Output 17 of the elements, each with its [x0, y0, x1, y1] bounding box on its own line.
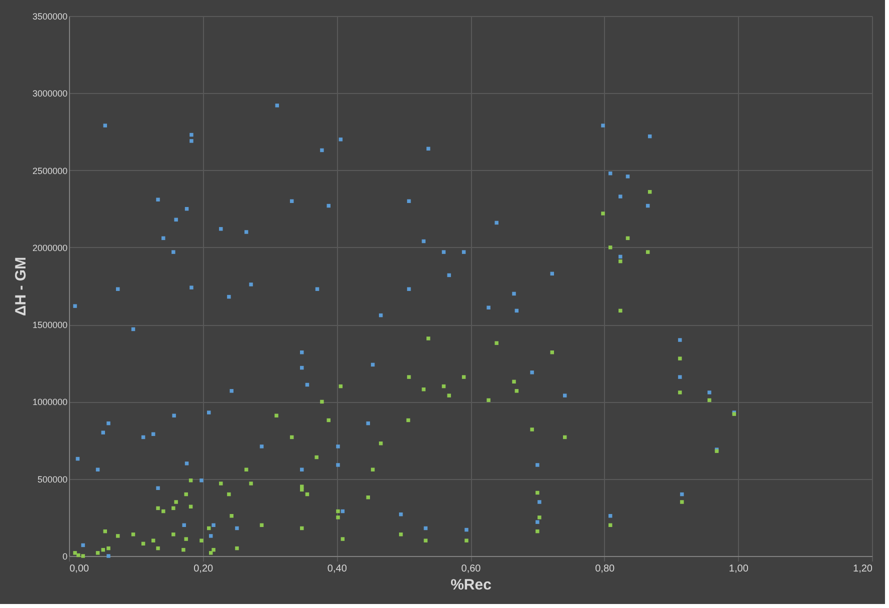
x-tick-label: 0,60: [461, 564, 482, 574]
y-tick-label: 500000: [37, 474, 68, 484]
x-tick-label: 1,20: [853, 564, 873, 574]
y-tick-label: 3000000: [32, 88, 68, 99]
x-tick-label: 0,20: [194, 564, 214, 574]
x-tick-label: 0,80: [595, 564, 615, 574]
y-tick-label: 1500000: [32, 320, 68, 330]
y-tick-label: 2500000: [32, 166, 68, 176]
x-tick-label: 1,00: [728, 564, 749, 574]
y-tick-label: 1000000: [32, 397, 68, 408]
x-tick-label: 0,40: [327, 564, 348, 574]
y-tick-label: 0: [62, 552, 68, 562]
x-axis-title: %Rec: [450, 576, 492, 594]
y-tick-label: 3500000: [32, 12, 68, 22]
y-tick-label: 2000000: [32, 242, 68, 253]
y-axis-title: ΔH - GM: [12, 256, 30, 316]
x-tick-label: 0,00: [70, 564, 90, 574]
